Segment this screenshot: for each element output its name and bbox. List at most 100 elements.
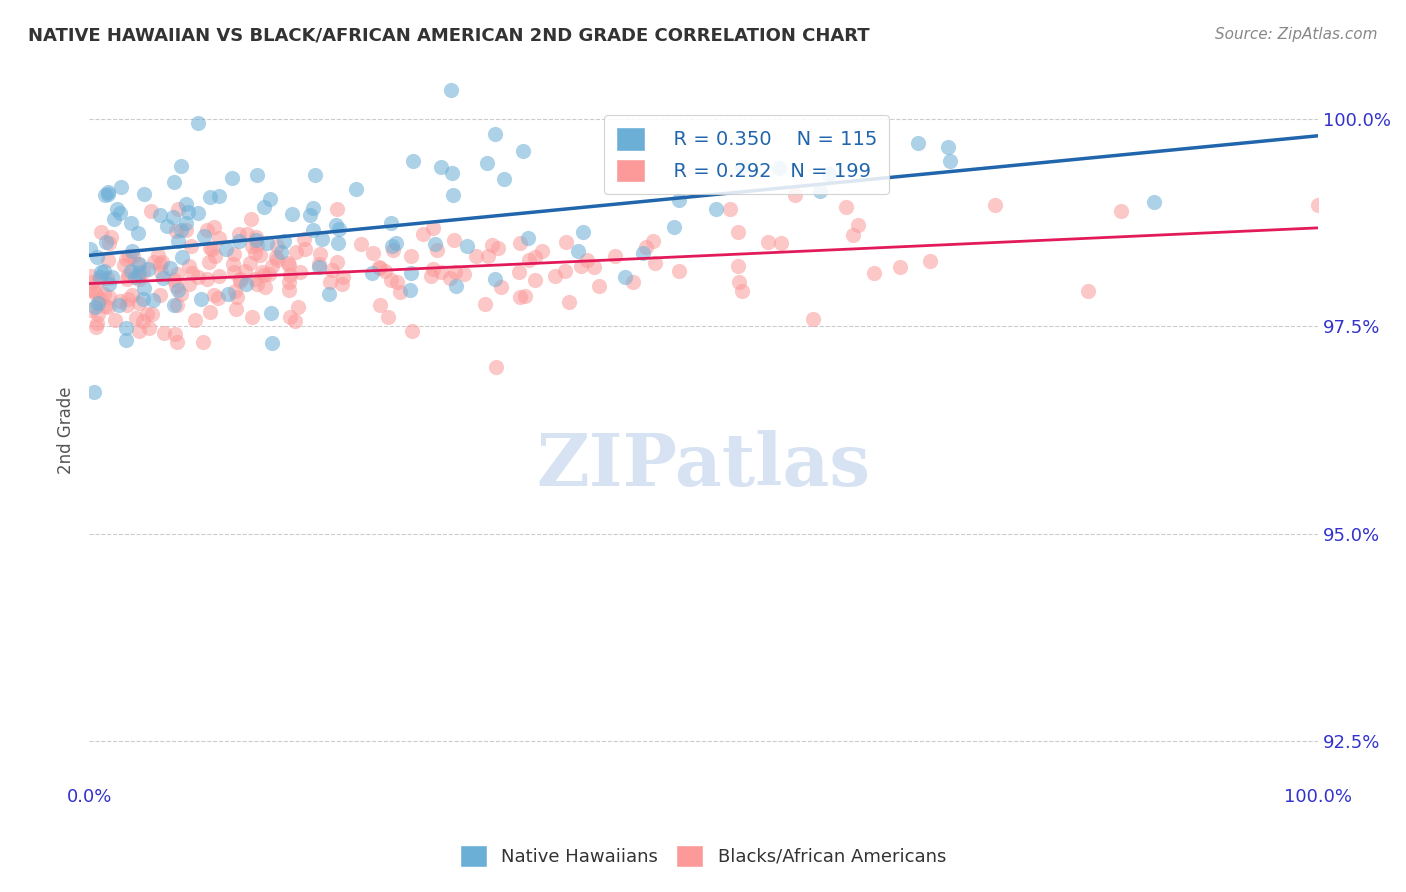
Native Hawaiians xyxy=(1143,195,1166,210)
Text: NATIVE HAWAIIAN VS BLACK/AFRICAN AMERICAN 2ND GRADE CORRELATION CHART: NATIVE HAWAIIAN VS BLACK/AFRICAN AMERICA… xyxy=(28,27,870,45)
Blacks/African Americans xyxy=(180,239,202,253)
Blacks/African Americans xyxy=(524,273,547,287)
Blacks/African Americans xyxy=(202,220,225,235)
Blacks/African Americans xyxy=(166,298,188,312)
Blacks/African Americans xyxy=(474,297,496,311)
Native Hawaiians xyxy=(90,265,112,279)
Native Hawaiians xyxy=(198,189,221,203)
Blacks/African Americans xyxy=(177,277,200,292)
Blacks/African Americans xyxy=(412,227,434,241)
Native Hawaiians xyxy=(494,171,516,186)
Blacks/African Americans xyxy=(245,272,267,286)
Native Hawaiians xyxy=(110,206,132,220)
Native Hawaiians xyxy=(731,160,754,174)
Native Hawaiians xyxy=(163,298,186,312)
Blacks/African Americans xyxy=(181,266,204,280)
Blacks/African Americans xyxy=(240,212,263,227)
Native Hawaiians xyxy=(86,296,108,310)
Blacks/African Americans xyxy=(801,312,824,326)
Blacks/African Americans xyxy=(96,270,118,285)
Native Hawaiians xyxy=(103,212,125,227)
Native Hawaiians xyxy=(280,207,302,221)
Native Hawaiians xyxy=(156,219,179,234)
Blacks/African Americans xyxy=(277,283,299,297)
Native Hawaiians xyxy=(361,266,384,280)
Blacks/African Americans xyxy=(195,272,218,286)
Y-axis label: 2nd Grade: 2nd Grade xyxy=(58,386,75,474)
Blacks/African Americans xyxy=(165,223,187,237)
Blacks/African Americans xyxy=(278,268,301,282)
Blacks/African Americans xyxy=(422,261,444,276)
Blacks/African Americans xyxy=(165,279,187,293)
Native Hawaiians xyxy=(84,301,107,315)
Blacks/African Americans xyxy=(253,280,276,294)
Blacks/African Americans xyxy=(842,228,865,243)
Blacks/African Americans xyxy=(278,258,301,272)
Blacks/African Americans xyxy=(197,223,219,237)
Blacks/African Americans xyxy=(367,260,389,274)
Native Hawaiians xyxy=(94,235,117,249)
Blacks/African Americans xyxy=(235,227,257,241)
Blacks/African Americans xyxy=(485,359,508,374)
Blacks/African Americans xyxy=(294,242,316,256)
Blacks/African Americans xyxy=(222,246,245,260)
Blacks/African Americans xyxy=(153,326,176,340)
Blacks/African Americans xyxy=(97,301,120,315)
Native Hawaiians xyxy=(308,260,330,274)
Blacks/African Americans xyxy=(132,314,155,328)
Blacks/African Americans xyxy=(554,264,576,278)
Blacks/African Americans xyxy=(330,277,353,292)
Native Hawaiians xyxy=(79,242,101,256)
Blacks/African Americans xyxy=(644,255,666,269)
Blacks/African Americans xyxy=(285,245,308,260)
Blacks/African Americans xyxy=(233,263,256,277)
Blacks/African Americans xyxy=(489,279,512,293)
Blacks/African Americans xyxy=(245,230,267,244)
Native Hawaiians xyxy=(83,384,105,399)
Blacks/African Americans xyxy=(93,286,115,301)
Blacks/African Americans xyxy=(332,269,354,284)
Native Hawaiians xyxy=(108,298,131,312)
Blacks/African Americans xyxy=(508,265,530,279)
Native Hawaiians xyxy=(260,306,283,320)
Blacks/African Americans xyxy=(117,272,139,286)
Blacks/African Americans xyxy=(166,335,188,350)
Blacks/African Americans xyxy=(257,267,280,281)
Blacks/African Americans xyxy=(464,249,486,263)
Native Hawaiians xyxy=(253,200,276,214)
Native Hawaiians xyxy=(429,160,451,174)
Blacks/African Americans xyxy=(149,257,172,271)
Blacks/African Americans xyxy=(86,317,108,331)
Blacks/African Americans xyxy=(167,202,190,216)
Native Hawaiians xyxy=(304,168,326,182)
Native Hawaiians xyxy=(127,226,149,240)
Blacks/African Americans xyxy=(889,260,911,275)
Blacks/African Americans xyxy=(278,310,301,325)
Native Hawaiians xyxy=(477,156,499,170)
Blacks/African Americans xyxy=(862,266,884,280)
Native Hawaiians xyxy=(93,264,115,278)
Native Hawaiians xyxy=(664,220,686,235)
Native Hawaiians xyxy=(120,215,142,229)
Blacks/African Americans xyxy=(112,258,135,272)
Blacks/African Americans xyxy=(246,277,269,292)
Blacks/African Americans xyxy=(79,283,101,297)
Native Hawaiians xyxy=(208,188,231,202)
Blacks/African Americans xyxy=(835,200,858,214)
Native Hawaiians xyxy=(128,256,150,270)
Blacks/African Americans xyxy=(177,260,200,274)
Legend:   R = 0.350    N = 115,   R = 0.292   N = 199: R = 0.350 N = 115, R = 0.292 N = 199 xyxy=(605,115,889,194)
Blacks/African Americans xyxy=(1308,198,1330,212)
Native Hawaiians xyxy=(402,154,425,169)
Native Hawaiians xyxy=(115,333,138,347)
Blacks/African Americans xyxy=(426,243,449,257)
Blacks/African Americans xyxy=(163,326,186,341)
Blacks/African Americans xyxy=(1109,203,1132,218)
Blacks/African Americans xyxy=(260,260,283,274)
Blacks/African Americans xyxy=(517,252,540,267)
Native Hawaiians xyxy=(318,286,340,301)
Blacks/African Americans xyxy=(288,265,311,279)
Native Hawaiians xyxy=(174,216,197,230)
Blacks/African Americans xyxy=(132,265,155,279)
Blacks/African Americans xyxy=(385,276,408,290)
